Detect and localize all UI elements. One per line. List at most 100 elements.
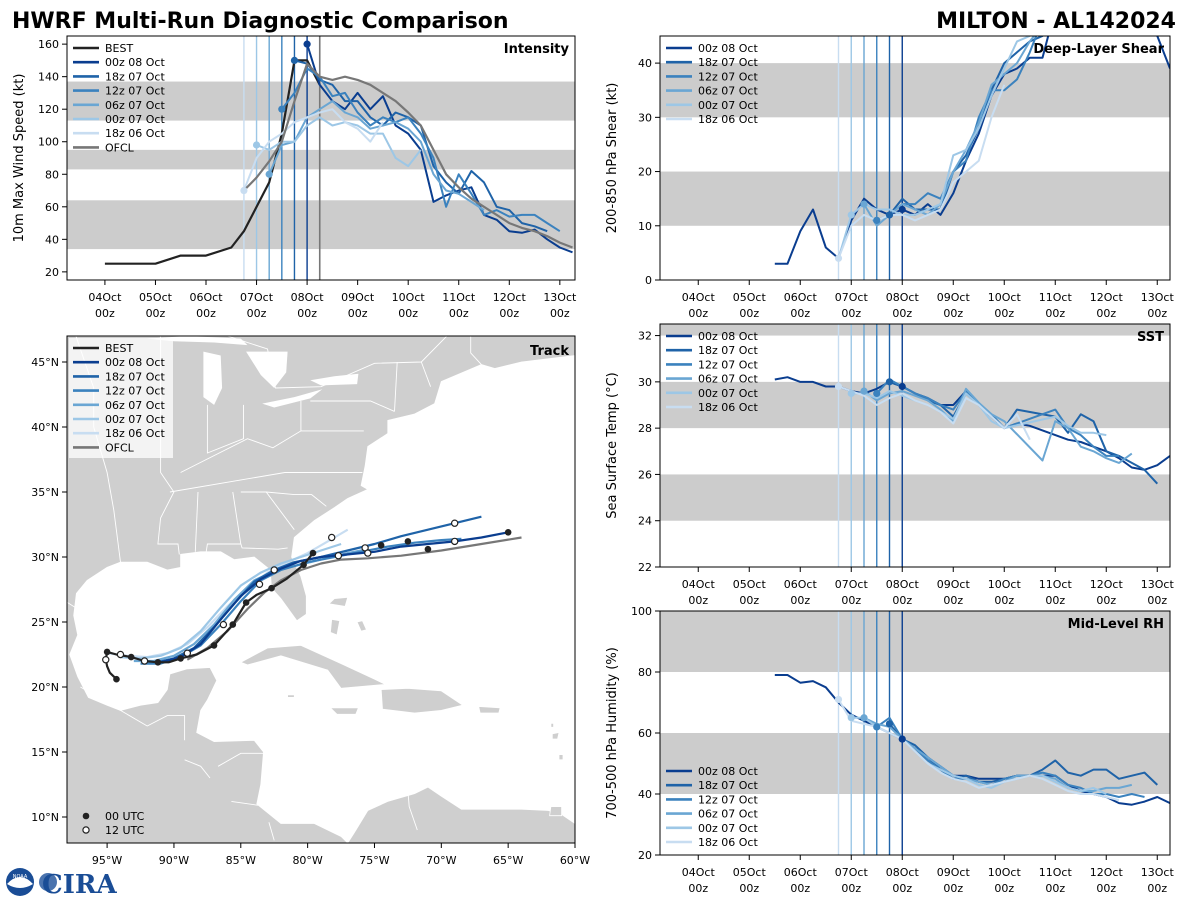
intensity-ytick-label: 40 bbox=[45, 233, 59, 246]
rh-init-marker-00z-07-oct bbox=[847, 714, 855, 722]
border-mexico-guatemala bbox=[80, 686, 186, 741]
sst-legend-label: 18z 07 Oct bbox=[698, 344, 758, 357]
shear-xtick-label-bottom: 00z bbox=[892, 307, 912, 320]
track-point-00utc bbox=[309, 549, 317, 557]
sst-band-1 bbox=[660, 381, 1170, 429]
track-xtick-label: 85°W bbox=[226, 854, 256, 867]
track-point-00utc bbox=[177, 655, 184, 662]
border-ny-new-england bbox=[394, 361, 398, 412]
border-honduras-nicaragua bbox=[217, 752, 265, 767]
sst-init-marker-18z-07-oct bbox=[885, 378, 894, 386]
sst-xtick-label-top: 05Oct bbox=[733, 578, 767, 591]
sst-xtick-label-bottom: 00z bbox=[1147, 594, 1167, 607]
track-line-18z-07-oct bbox=[156, 515, 482, 664]
track-ytick-label: 35°N bbox=[31, 486, 59, 499]
intensity-xtick-label-top: 11Oct bbox=[442, 291, 476, 304]
track-xtick-label: 80°W bbox=[292, 854, 322, 867]
shear-legend-label: 06z 07 Oct bbox=[698, 85, 758, 98]
shear-ylabel: 200-850 hPa Shear (kt) bbox=[605, 83, 620, 234]
shear-init-marker-18z-07-oct bbox=[885, 211, 894, 219]
intensity-panel-title: Intensity bbox=[504, 42, 570, 57]
border-ms-al bbox=[194, 491, 199, 552]
sst-xtick-label-top: 12Oct bbox=[1090, 578, 1124, 591]
north-america-land bbox=[67, 336, 575, 843]
track-point-12utc bbox=[183, 649, 192, 657]
shear-legend-label: 00z 08 Oct bbox=[698, 42, 758, 55]
track-point-00utc bbox=[154, 659, 162, 666]
sst-legend-label: 00z 07 Oct bbox=[698, 387, 758, 400]
track-point-00utc bbox=[268, 584, 275, 592]
rh-ytick-label: 80 bbox=[638, 666, 652, 679]
track-point-00utc bbox=[404, 538, 412, 545]
intensity-xtick-label-bottom: 00z bbox=[95, 307, 115, 320]
shear-init-marker-06z-07-oct bbox=[860, 200, 868, 208]
sst-frame bbox=[659, 323, 1171, 568]
track-legend-00utc-marker bbox=[82, 812, 90, 820]
border-ny-pa bbox=[310, 400, 395, 412]
rh-init-marker-18z-07-oct bbox=[885, 720, 894, 728]
martinique-land bbox=[558, 754, 564, 761]
track-point-12utc bbox=[140, 657, 149, 665]
sst-line-00z-07-oct bbox=[851, 390, 1107, 437]
trinidad-land bbox=[549, 806, 562, 817]
sst-xtick-label-top: 04Oct bbox=[682, 578, 716, 591]
rh-panel: 20 40 60 80 100 04Oct 00z 05Oct 00z 06Oct 00z 07Oct… bbox=[605, 605, 1174, 895]
track-land-group bbox=[67, 336, 575, 843]
shear-xtick-label-top: 04Oct bbox=[682, 291, 716, 304]
rh-xtick-label-top: 10Oct bbox=[988, 866, 1022, 879]
rh-series-group bbox=[774, 674, 1170, 806]
track-point-00utc bbox=[113, 675, 120, 683]
shear-legend-label: 00z 07 Oct bbox=[698, 99, 758, 112]
figure-title-right: MILTON - AL142024 bbox=[936, 9, 1176, 34]
rh-legend-label: 18z 07 Oct bbox=[698, 779, 758, 792]
shear-xtick-label-top: 06Oct bbox=[784, 291, 818, 304]
shear-xtick-label-bottom: 00z bbox=[739, 307, 759, 320]
border-in bbox=[206, 404, 244, 454]
track-frame bbox=[66, 335, 576, 844]
sst-xtick-label-top: 09Oct bbox=[937, 578, 971, 591]
shear-xtick-label-bottom: 00z bbox=[790, 307, 810, 320]
lake-ontario bbox=[310, 373, 359, 386]
intensity-band-1 bbox=[67, 149, 575, 170]
intensity-xtick-label-bottom: 00z bbox=[499, 307, 519, 320]
shear-panel: 0 10 20 30 40 04Oct 00z 05Oct 00z 06Oct 00z 07Oct 00… bbox=[605, 35, 1174, 320]
intensity-xtick-label-bottom: 00z bbox=[550, 307, 570, 320]
intensity-ytick-label: 100 bbox=[38, 136, 59, 149]
border-nc-sc bbox=[240, 491, 327, 507]
sst-ylabel: Sea Surface Temp (°C) bbox=[605, 372, 620, 519]
track-xtick-label: 75°W bbox=[359, 854, 389, 867]
rh-panel-title: Mid-Level RH bbox=[1068, 617, 1164, 632]
shear-series-group bbox=[774, 36, 1170, 265]
border-mississippi bbox=[157, 336, 180, 555]
rh-xtick-label-top: 08Oct bbox=[886, 866, 920, 879]
rh-band-1 bbox=[660, 611, 1170, 672]
rh-xtick-label-bottom: 00z bbox=[688, 882, 708, 895]
shear-ytick-label: 0 bbox=[645, 274, 652, 287]
track-point-00utc bbox=[424, 545, 432, 553]
border-colombia-venezuela bbox=[407, 790, 418, 831]
shear-panel-title: Deep-Layer Shear bbox=[1033, 42, 1164, 57]
sst-xtick-label-bottom: 00z bbox=[688, 594, 708, 607]
shear-xtick-label-top: 12Oct bbox=[1090, 291, 1124, 304]
track-panel-title: Track bbox=[530, 344, 569, 359]
intensity-line-ofcl bbox=[243, 62, 573, 249]
intensity-init-marker-06z-07-oct bbox=[265, 170, 273, 178]
shear-xtick-label-top: 05Oct bbox=[733, 291, 767, 304]
rh-xtick-label-top: 09Oct bbox=[937, 866, 971, 879]
rh-legend-label: 18z 06 Oct bbox=[698, 836, 758, 849]
track-point-12utc bbox=[450, 519, 459, 527]
shear-xtick-label-top: 08Oct bbox=[886, 291, 920, 304]
intensity-ytick-label: 160 bbox=[38, 38, 59, 51]
border-ga-sc bbox=[265, 491, 295, 530]
cuba-land bbox=[239, 644, 387, 689]
intensity-legend-label: 00z 08 Oct bbox=[105, 56, 165, 69]
track-point-00utc bbox=[242, 599, 250, 606]
track-lines-group bbox=[102, 515, 522, 683]
figure-title-left: HWRF Multi-Run Diagnostic Comparison bbox=[12, 9, 509, 34]
rh-init-marker-06z-07-oct bbox=[860, 714, 868, 722]
shear-band-1 bbox=[660, 63, 1170, 118]
shear-ytick-label: 10 bbox=[638, 220, 652, 233]
track-legend-label: 00z 08 Oct bbox=[105, 356, 165, 369]
track-ytick-label: 40°N bbox=[31, 421, 59, 434]
intensity-ytick-label: 80 bbox=[45, 168, 59, 181]
